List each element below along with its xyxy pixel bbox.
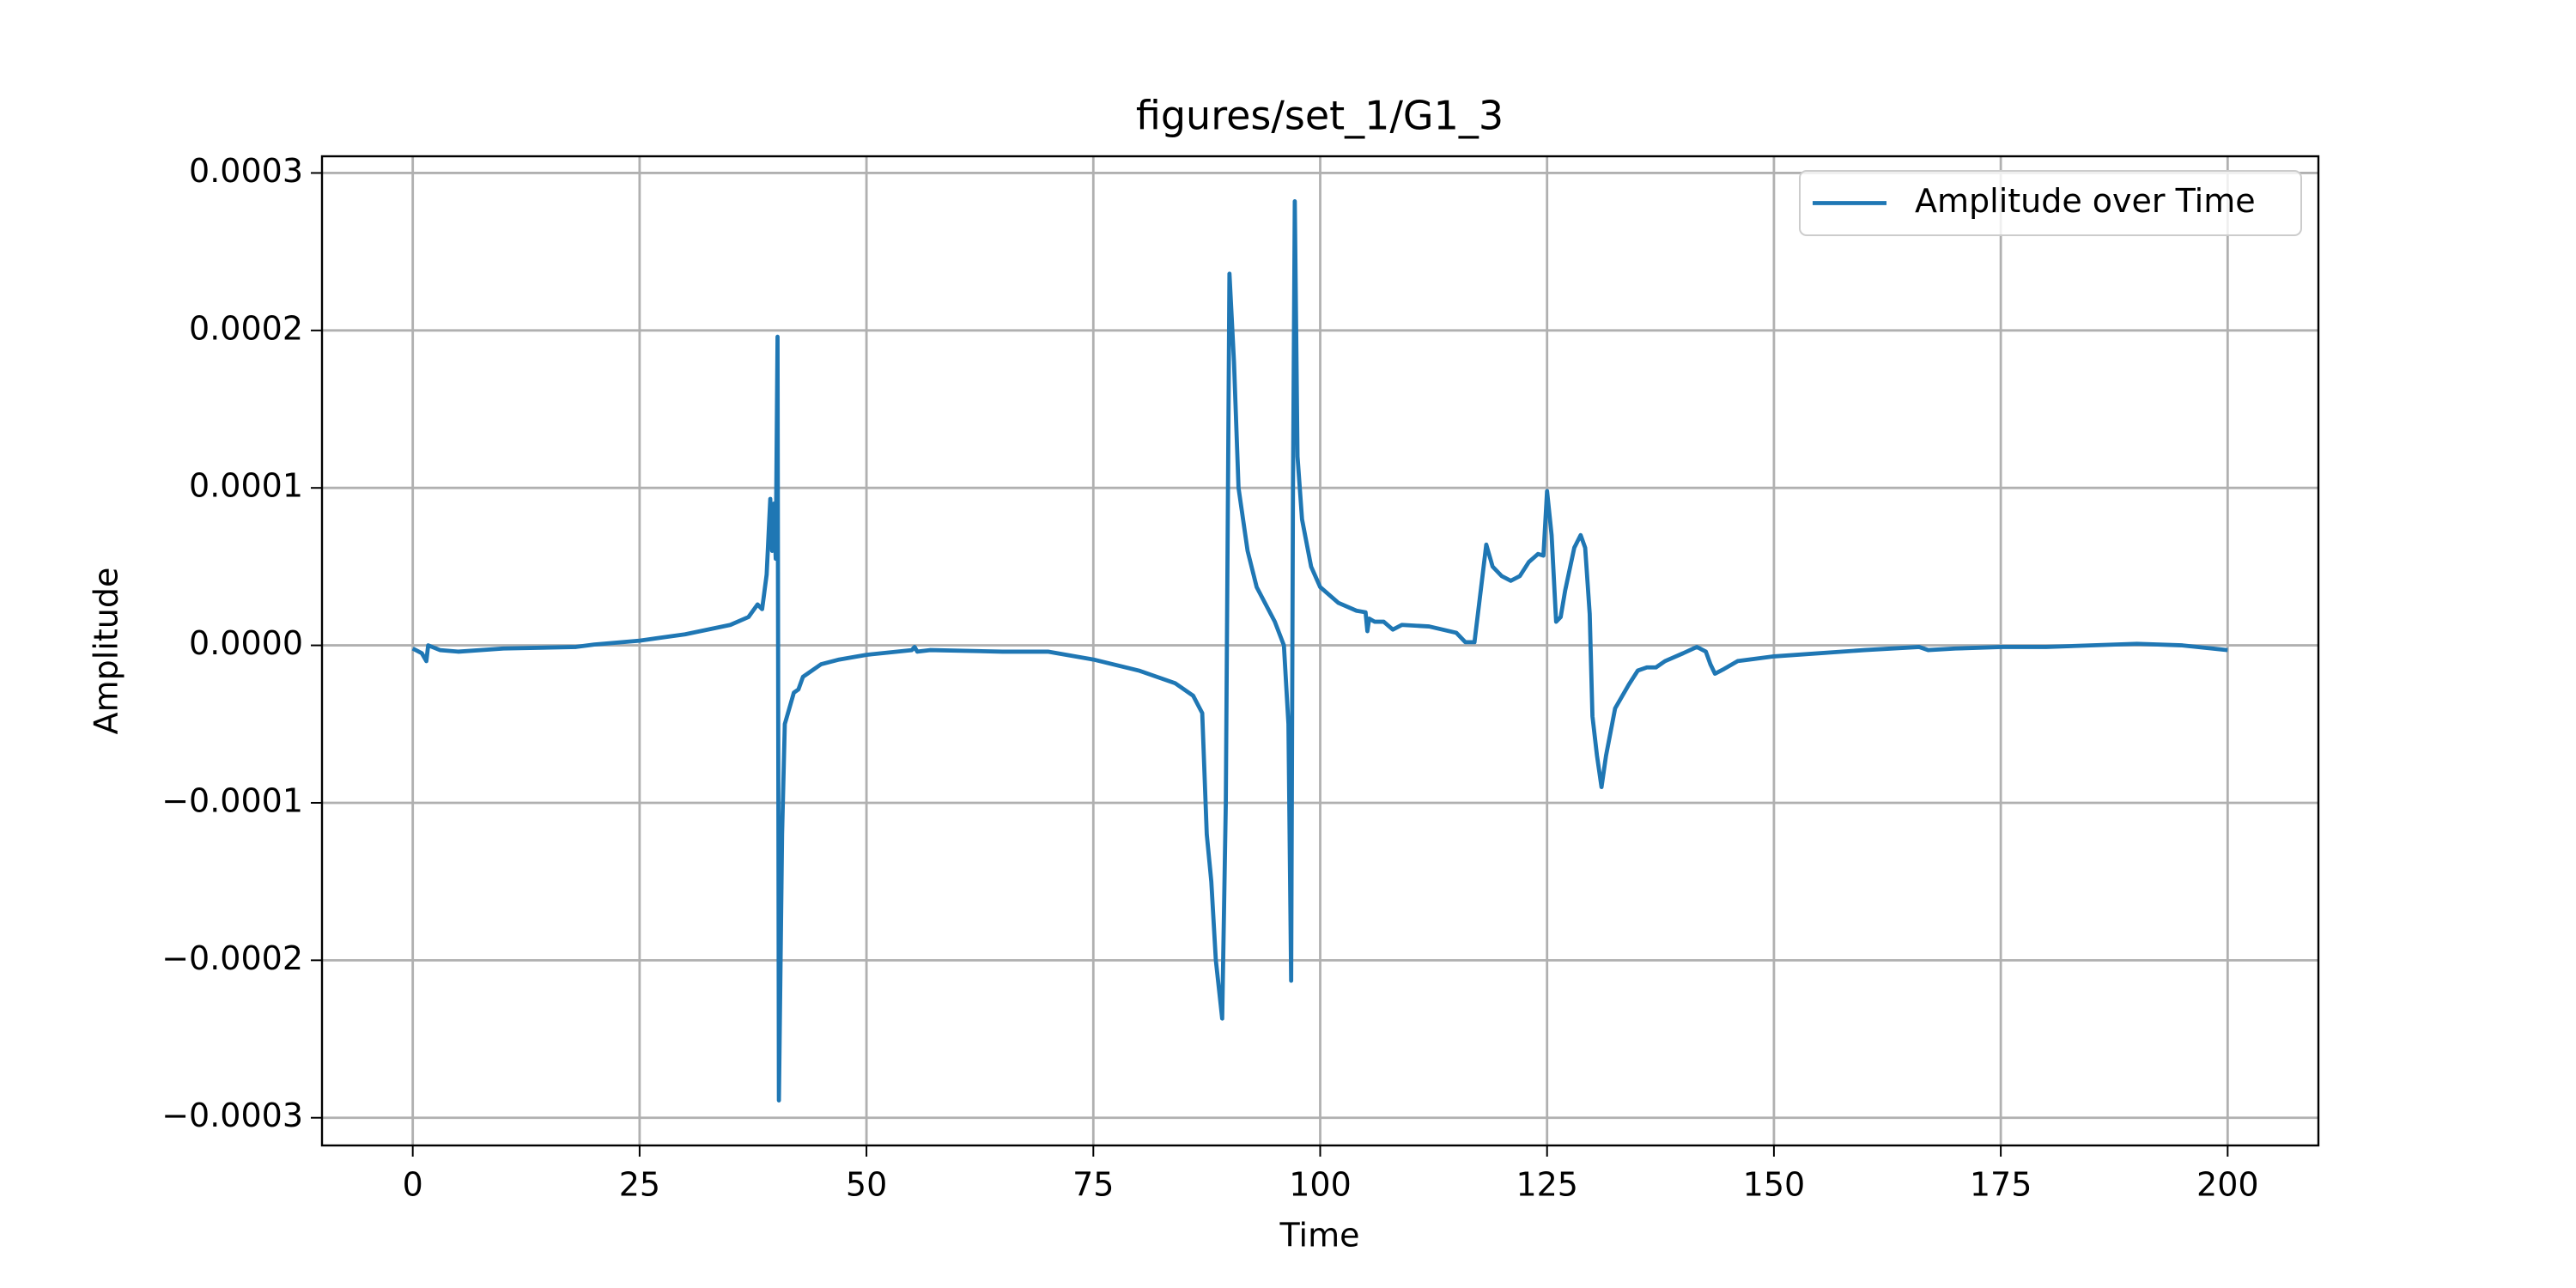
x-tick-label: 50 [846,1166,887,1204]
y-tick-label: 0.0000 [189,624,303,662]
y-tick-label: −0.0001 [161,781,303,819]
x-axis-label: Time [1279,1217,1360,1255]
x-tick-label: 125 [1516,1166,1578,1204]
x-tick-label: 25 [619,1166,660,1204]
data-line [411,199,2228,1103]
x-tick-label: 175 [1970,1166,2032,1204]
chart-title: figures/set_1/G1_3 [1136,93,1504,139]
legend-box [1799,170,2302,236]
x-tick-label: 0 [403,1166,423,1204]
axes-frame [320,155,2320,1147]
y-axis-label: Amplitude [88,568,125,735]
x-tick-label: 100 [1289,1166,1352,1204]
y-tick-label: 0.0002 [189,309,303,347]
x-tick-label: 75 [1072,1166,1114,1204]
y-tick-label: −0.0002 [161,939,303,977]
y-tick-label: −0.0003 [161,1097,303,1134]
x-tick-label: 150 [1743,1166,1806,1204]
y-tick-label: 0.0001 [189,467,303,505]
x-tick-label: 200 [2196,1166,2259,1204]
y-tick-label: 0.0003 [189,152,303,190]
legend-label: Amplitude over Time [1915,182,2256,220]
